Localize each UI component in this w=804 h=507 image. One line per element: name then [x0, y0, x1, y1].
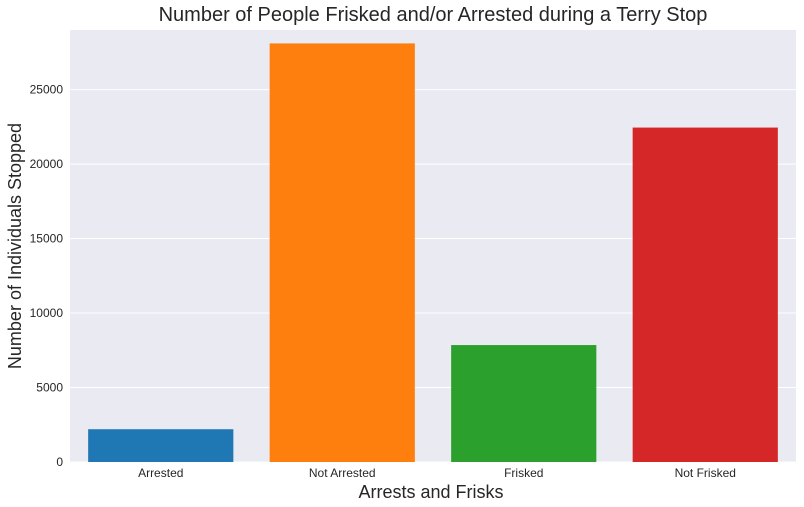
y-tick-label: 10000: [30, 306, 64, 320]
x-tick-label: Not Arrested: [309, 466, 376, 480]
x-tick-label: Arrested: [138, 466, 183, 480]
y-tick-label: 0: [56, 455, 63, 469]
y-tick-label: 20000: [30, 157, 64, 171]
y-tick-label: 15000: [30, 232, 64, 246]
bars: [88, 43, 778, 463]
x-tick-label: Not Frisked: [675, 466, 736, 480]
bar-not-frisked: [632, 127, 778, 462]
y-tick-label: 5000: [36, 381, 63, 395]
y-tick-label: 25000: [30, 83, 64, 97]
y-axis-label: Number of Individuals Stopped: [5, 123, 25, 369]
x-tick-label: Frisked: [504, 466, 543, 480]
x-axis-ticks: Arrested Not Arrested Frisked Not Frisked: [138, 466, 736, 480]
bar-frisked: [451, 345, 597, 462]
bar-arrested: [88, 429, 234, 462]
y-axis-ticks: 0 5000 10000 15000 20000 25000: [30, 83, 64, 469]
bar-not-arrested: [269, 43, 415, 463]
x-axis-label: Arrests and Frisks: [358, 482, 503, 502]
chart-title: Number of People Frisked and/or Arrested…: [159, 4, 708, 26]
